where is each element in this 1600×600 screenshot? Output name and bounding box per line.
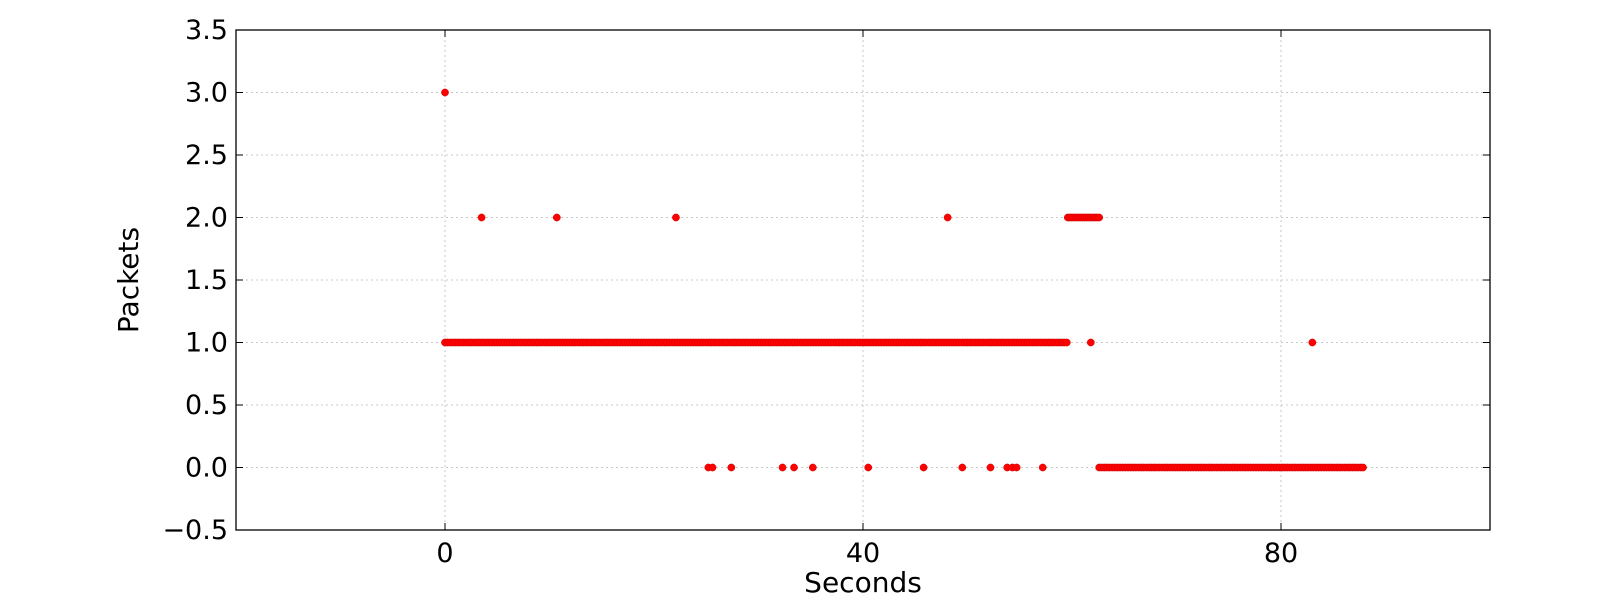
y-tick-label: 2.0 (185, 203, 228, 234)
y-tick-label: 2.5 (185, 140, 228, 171)
y-tick-label: 3.0 (185, 78, 228, 109)
data-point (672, 213, 680, 222)
data-point (1086, 338, 1095, 347)
y-tick-label: 0.5 (185, 390, 228, 421)
data-point (1012, 463, 1021, 472)
data-point (1038, 463, 1047, 472)
data-point (441, 88, 449, 97)
x-tick-label: 0 (436, 538, 453, 569)
x-tick-label: 40 (846, 538, 880, 569)
data-point (477, 213, 486, 222)
grid (236, 30, 1490, 530)
data-point (708, 463, 717, 472)
y-tick-label: 1.5 (185, 265, 228, 296)
y-tick-label: 3.5 (185, 15, 228, 46)
data-point (919, 463, 928, 472)
y-tick-label: −0.5 (162, 515, 228, 546)
axis-ticks: −0.5 0.0 0.5 1.0 1.5 2.0 2.5 3.0 3.5 0 40 80 (162, 15, 1490, 569)
data-point (864, 463, 873, 472)
data-point (790, 463, 798, 472)
data-point (1359, 463, 1367, 472)
data-point (552, 213, 561, 222)
plot-frame (235, 29, 1491, 531)
data-point (808, 463, 817, 472)
data-points (441, 88, 1367, 472)
y-tick-label: 1.0 (185, 328, 228, 359)
data-point (958, 463, 967, 472)
data-point (1308, 338, 1317, 347)
data-point (1062, 338, 1071, 347)
y-axis-label: Packets (112, 227, 145, 333)
data-point (943, 213, 952, 222)
x-axis-label: Seconds (804, 566, 922, 599)
data-point (778, 463, 787, 472)
data-point (986, 463, 995, 472)
data-point (727, 463, 736, 472)
y-tick-label: 0.0 (185, 453, 228, 484)
data-point (1095, 213, 1104, 222)
x-tick-label: 80 (1264, 538, 1298, 569)
